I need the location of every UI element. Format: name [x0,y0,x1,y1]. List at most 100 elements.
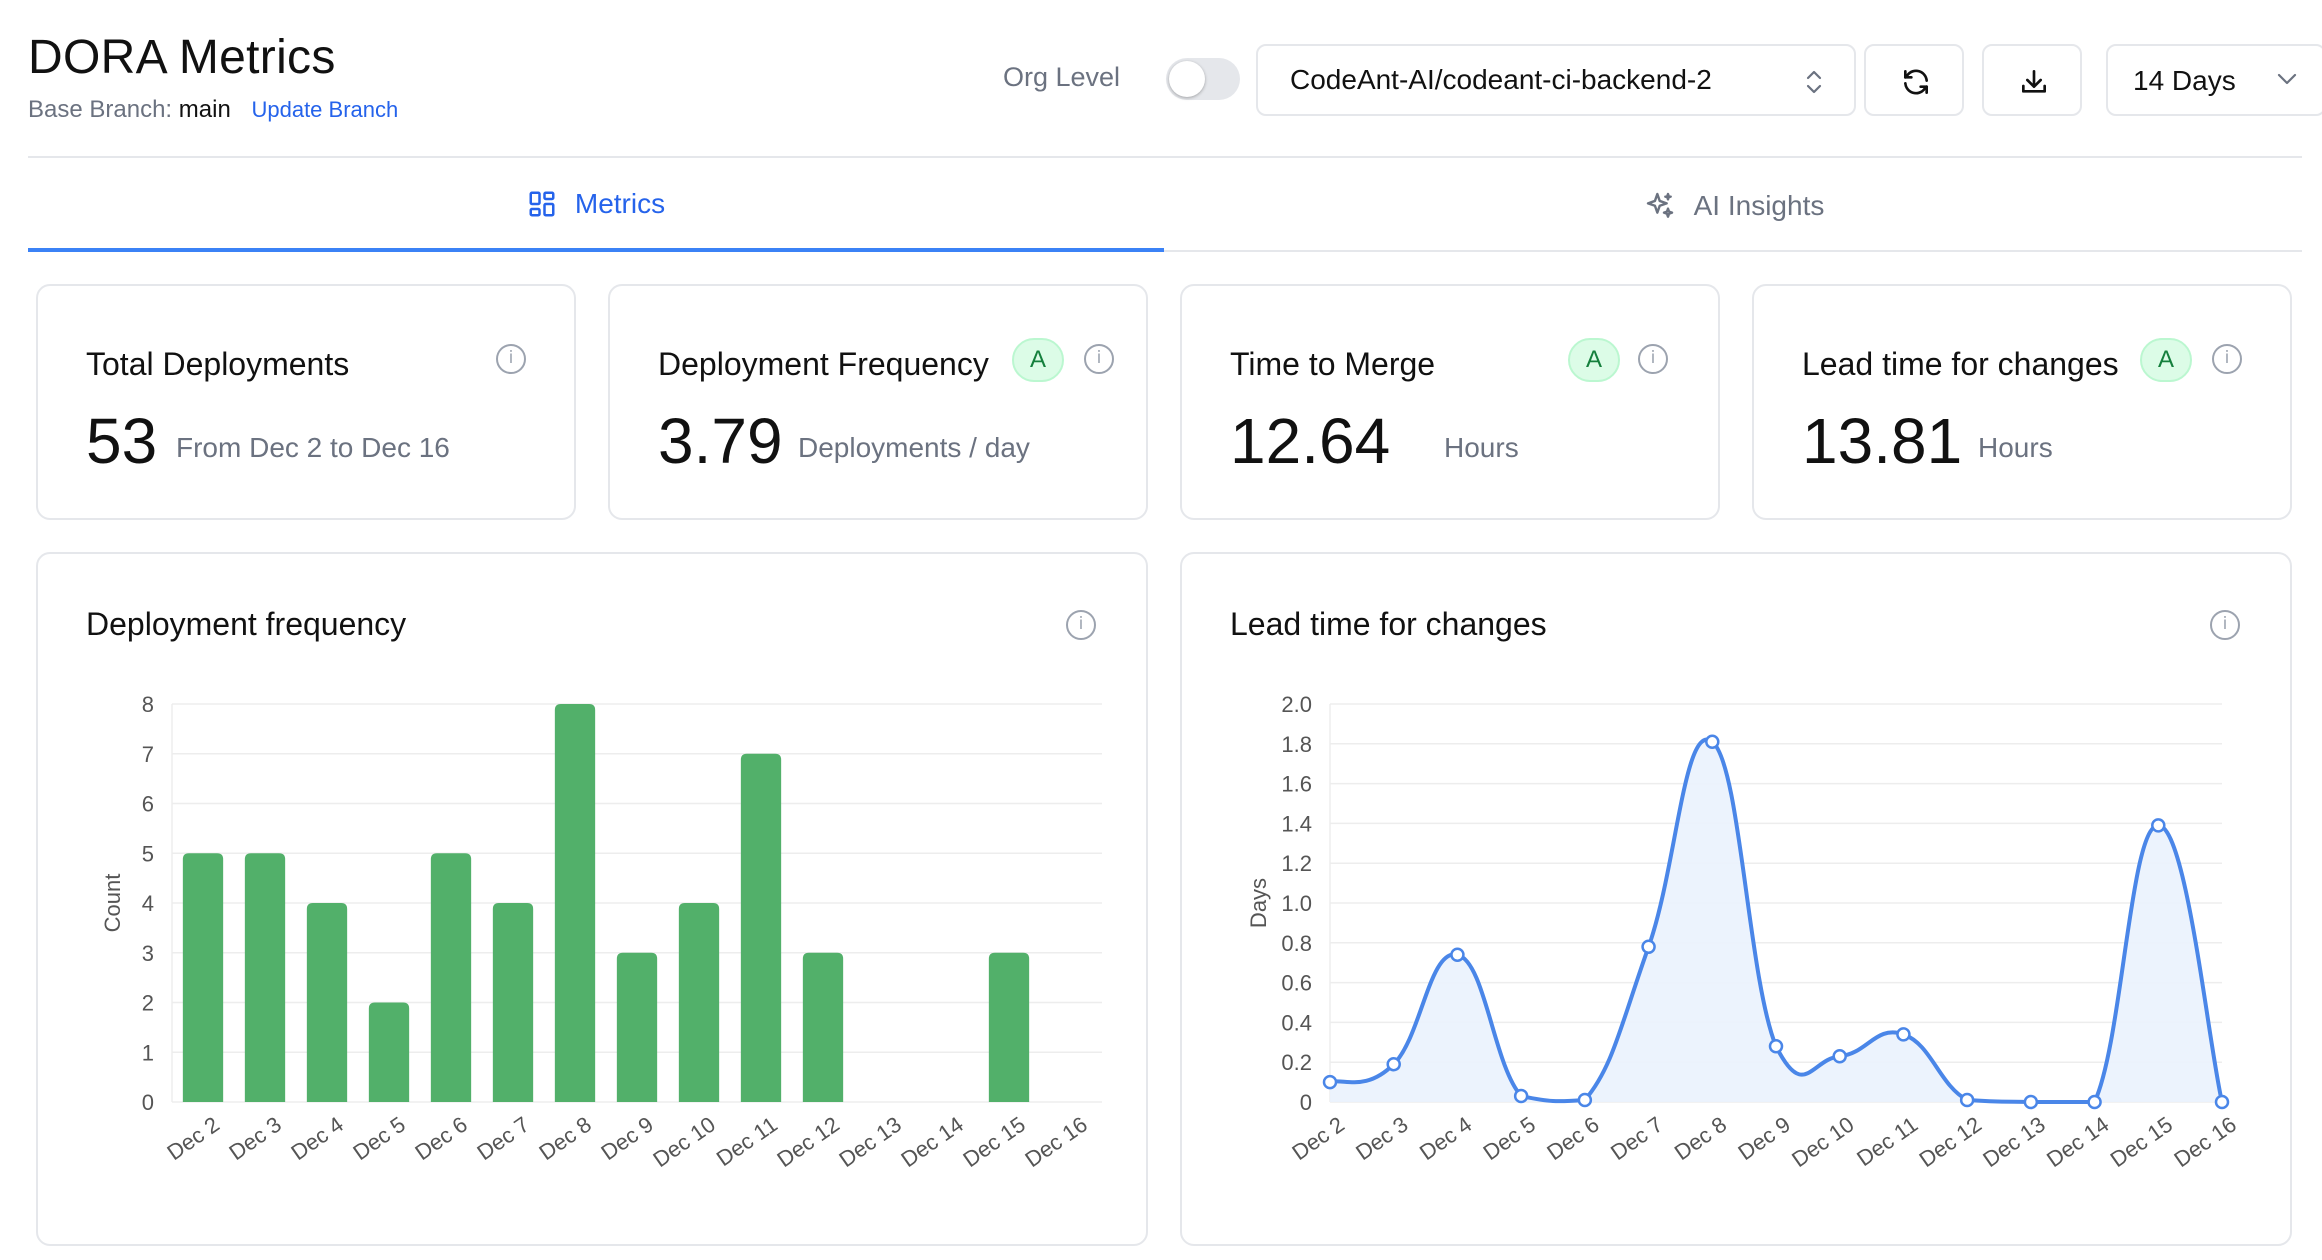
y-tick-label: 7 [142,742,154,767]
x-tick-label: Dec 4 [1415,1112,1476,1165]
org-level-toggle[interactable] [1166,58,1240,100]
data-point [1577,1092,1593,1108]
y-tick-label: 8 [142,692,154,717]
data-point [1386,1056,1401,1072]
data-point [1513,1088,1529,1104]
stat-label: Lead time for changes [1802,346,2119,382]
stat-unit: Hours [1978,432,2053,463]
grade-badge: A [1568,338,1620,382]
bar [988,952,1030,1102]
y-tick-label: 5 [142,841,154,866]
x-tick-label: Dec 2 [1287,1112,1348,1165]
stat-card-time-to-merge: Time to Merge A 12.64 Hours [1180,284,1720,520]
bar [616,952,658,1102]
refresh-button[interactable] [1864,44,1964,116]
x-tick-label: Dec 11 [712,1112,782,1172]
tab-ai-insights-label: AI Insights [1693,190,1825,221]
info-icon[interactable] [1066,610,1096,640]
x-tick-label: Dec 7 [1606,1112,1667,1165]
x-tick-label: Dec 11 [1852,1112,1922,1172]
tab-metrics[interactable]: Metrics [28,160,1164,252]
days-select[interactable]: 14 Days [2106,44,2322,116]
stat-label: Total Deployments [86,346,350,382]
tab-metrics-label: Metrics [574,188,666,219]
bar [492,903,534,1102]
repo-select-value: CodeAnt-AI/codeant-ci-backend-2 [1290,64,1712,95]
x-tick-label: Dec 9 [596,1112,657,1165]
bar [802,952,844,1102]
tab-bar: Metrics AI Insights [28,160,2302,252]
data-point [1450,947,1465,962]
info-icon[interactable] [1638,344,1668,374]
lead-time-chart-card: Lead time for changes 0 0.2 0.4 0.6 0.8 1.0 1.… [1180,552,2292,1246]
x-tick-label: Dec 16 [2169,1112,2240,1172]
info-icon[interactable] [2210,610,2240,640]
x-tick-label: Dec 8 [534,1112,595,1165]
y-tick-label: 0.6 [1281,971,1312,996]
chevron-down-icon [2277,73,2297,85]
y-tick-label: 1.4 [1281,811,1312,836]
stat-card-total-deployments: Total Deployments 53 From Dec 2 to Dec 1… [36,284,576,520]
chart-title: Deployment frequency [86,606,407,642]
data-point [1768,1039,1784,1054]
x-tick-label: Dec 7 [472,1112,533,1165]
y-tick-label: 3 [142,941,154,966]
stat-card-deployment-frequency: Deployment Frequency A 3.79 Deployments … [608,284,1148,520]
stat-unit: Hours [1444,432,1519,463]
page-header: DORA Metrics Base Branch: main Update Br… [28,0,2322,158]
x-tick-label: Dec 15 [2106,1112,2177,1172]
area-fill [1330,739,2222,1102]
x-tick-label: Dec 5 [348,1112,409,1165]
repo-select[interactable]: CodeAnt-AI/codeant-ci-backend-2 [1256,44,1856,116]
stat-value: 12.64 [1230,405,1391,477]
refresh-icon [1904,69,1928,95]
chevron-up-down-icon [1806,70,1822,94]
stat-value: 3.79 [658,405,783,477]
grade-badge: A [1012,338,1064,382]
bar [368,1002,410,1102]
y-tick-label: 1.6 [1281,772,1312,797]
y-tick-label: 0.8 [1281,931,1312,956]
y-tick-label: 1.8 [1281,732,1312,757]
info-icon[interactable] [2212,344,2242,374]
download-icon [2022,70,2046,93]
x-tick-label: Dec 2 [162,1112,223,1165]
bar [678,903,720,1102]
x-tick-label: Dec 13 [834,1112,905,1172]
stat-label: Time to Merge [1230,346,1436,382]
sparkles-icon [1646,192,1673,218]
y-tick-label: 1.2 [1281,851,1312,876]
x-tick-label: Dec 3 [1351,1112,1412,1165]
data-point [2214,1094,2230,1110]
y-axis-label: Count [100,874,125,933]
lead-time-chart: 0 0.2 0.4 0.6 0.8 1.0 1.2 1.4 1.6 1.8 2.0 Days Dec 2… [1246,692,2241,1172]
bar [306,903,348,1102]
base-branch-label: Base Branch: [28,96,173,123]
stat-value: 53 [86,405,158,477]
info-icon[interactable] [496,344,526,374]
data-point [2151,818,2166,833]
data-point [1705,734,1720,750]
update-branch-link[interactable]: Update Branch [251,97,399,122]
stat-value: 13.81 [1802,405,1963,477]
info-icon[interactable] [1084,344,1114,374]
x-tick-label: Dec 15 [958,1112,1029,1172]
download-button[interactable] [1982,44,2082,116]
x-tick-label: Dec 12 [1915,1112,1986,1172]
toggle-knob [1169,61,1205,97]
bar [244,853,286,1102]
x-tick-label: Dec 13 [1978,1112,2049,1172]
y-tick-label: 0.4 [1281,1010,1312,1035]
tab-ai-insights[interactable]: AI Insights [1166,160,2302,252]
y-tick-label: 4 [142,891,154,916]
x-tick-label: Dec 10 [1787,1112,1858,1172]
data-point [2023,1094,2039,1110]
bar [182,853,224,1102]
page-title: DORA Metrics [28,31,336,84]
y-tick-label: 0.2 [1281,1050,1312,1075]
series-line [1329,737,2224,1104]
bar [430,853,472,1102]
x-tick-label: Dec 9 [1733,1112,1794,1165]
x-tick-label: Dec 4 [286,1112,347,1165]
days-select-value: 14 Days [2133,65,2236,96]
